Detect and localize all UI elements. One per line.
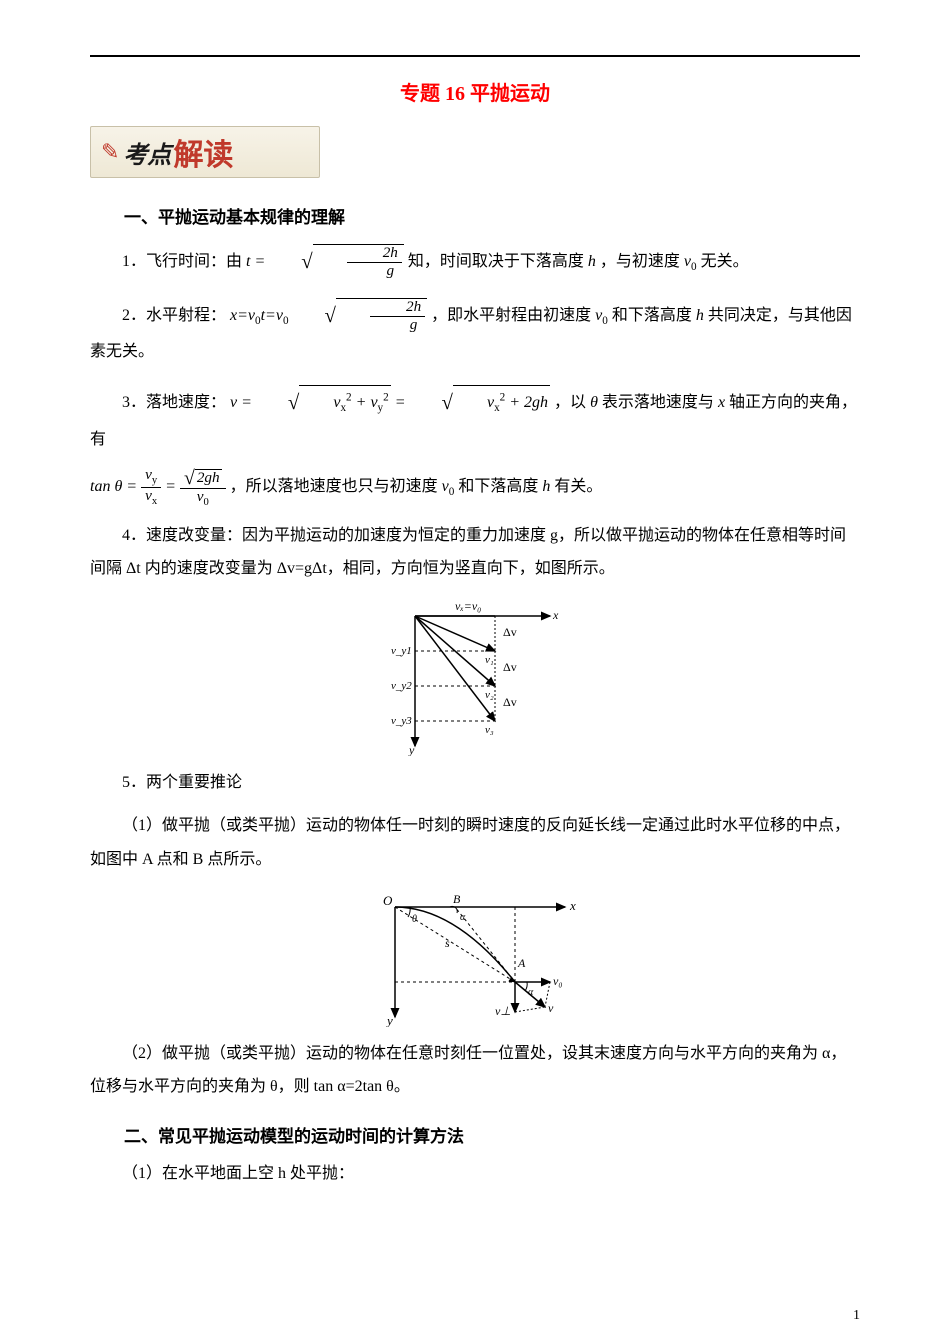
p3-e: ，所以落地速度也只与初速度 [230,478,442,495]
banner-text-1: 考点 [123,135,171,170]
svg-text:v₃: v₃ [485,724,494,736]
p1-b: 知，时间取决于下落高度 [408,253,588,270]
heading-1: 一、平抛运动基本规律的理解 [90,203,860,228]
para-5-title: 5．两个重要推论 [90,766,860,800]
formula-t: t = 2hg [246,253,408,270]
p3-c: 表示落地速度与 [602,394,718,411]
svg-text:A: A [517,956,526,970]
pen-icon: ✎ [101,139,119,165]
section-banner: ✎ 考点 解读 [90,126,320,178]
p3-b: ，以 [554,394,590,411]
p1-a: 1．飞行时间：由 [122,253,242,270]
heading-2: 二、常见平抛运动模型的运动时间的计算方法 [90,1122,860,1147]
p2-b: ，即水平射程由初速度 [431,307,595,324]
svg-text:y: y [408,743,415,756]
svg-text:v₀: v₀ [553,974,563,988]
svg-text:v⊥: v⊥ [495,1004,511,1018]
banner-text-2: 解读 [173,130,233,174]
svg-text:α: α [460,912,466,923]
svg-text:s: s [445,936,450,950]
p2-c: 和下落高度 [612,307,696,324]
formula-v: v = vx2 + vy2 = vx2 + 2gh [230,394,554,411]
para-2: 2．水平射程： x=v0t=v0 2hg ，即水平射程由初速度 v0 和下落高度… [90,292,860,369]
svg-text:v₁: v₁ [485,654,494,666]
svg-text:x: x [552,608,559,622]
para-4: 4．速度改变量：因为平抛运动的加速度为恒定的重力加速度 g，所以做平抛运动的物体… [90,519,860,586]
svg-text:B: B [453,892,461,906]
svg-text:v₂: v₂ [485,689,494,701]
formula-x: x=v0t=v0 2hg [230,307,431,324]
formula-tan: tan θ = vyvx = 2ghv0 [90,478,230,495]
para-s2-1: （1）在水平地面上空 h 处平抛： [90,1157,860,1191]
para-1: 1．飞行时间：由 t = 2hg 知，时间取决于下落高度 h ，与初速度 v0 … [90,238,860,282]
svg-text:α: α [528,987,534,998]
midpoint-diagram: O x y B α s θ A v₀ v⊥ v α [365,887,585,1027]
para-3: 3．落地速度： v = vx2 + vy2 = vx2 + 2gh ，以 θ 表… [90,379,860,456]
svg-text:y: y [385,1013,393,1027]
svg-text:Δv: Δv [503,660,517,674]
document-title: 专题 16 平抛运动 [90,77,860,106]
svg-text:v_y3: v_y3 [391,715,412,727]
p1-c: ，与初速度 [600,253,684,270]
svg-text:O: O [383,893,393,908]
svg-text:Δv: Δv [503,625,517,639]
para-5-1: （1）做平抛（或类平抛）运动的物体任一时刻的瞬时速度的反向延长线一定通过此时水平… [90,809,860,876]
page-number: 1 [853,1308,860,1324]
p2-a: 2．水平射程： [122,307,226,324]
p3-a: 3．落地速度： [122,394,226,411]
para-5-2: （2）做平抛（或类平抛）运动的物体在任意时刻任一位置处，设其末速度方向与水平方向… [90,1037,860,1104]
top-rule [90,55,860,57]
page: 专题 16 平抛运动 ✎ 考点 解读 一、平抛运动基本规律的理解 1．飞行时间：… [0,0,950,1344]
svg-text:v_y1: v_y1 [391,645,412,657]
svg-text:Δv: Δv [503,695,517,709]
p1-d: 无关。 [701,253,749,270]
p3-f: 和下落高度 [458,478,542,495]
para-3b: tan θ = vyvx = 2ghv0 ，所以落地速度也只与初速度 v0 和下… [90,466,860,508]
svg-text:θ: θ [412,914,417,925]
svg-text:v: v [548,1001,554,1015]
svg-text:v_y2: v_y2 [391,680,412,692]
svg-text:x: x [569,898,576,913]
svg-text:vₓ=v₀: vₓ=v₀ [455,599,481,613]
p3-g: 有关。 [554,478,602,495]
velocity-diagram: vₓ=v₀ x y v_y1 v_y2 v_y3 Δv Δv Δv v₁ v₂ … [385,596,565,756]
